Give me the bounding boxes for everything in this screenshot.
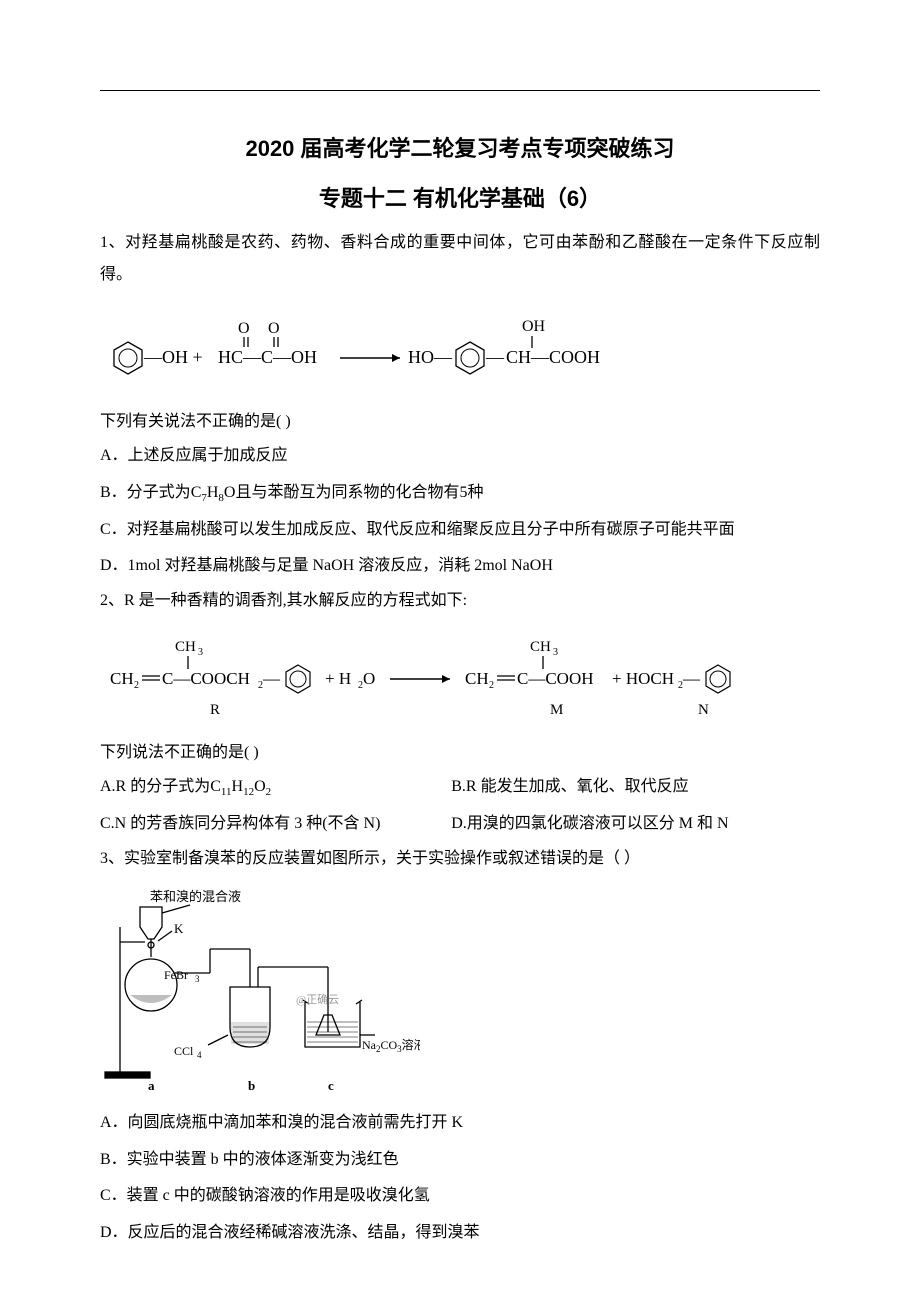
q2-intro: 2、R 是一种香精的调香剂,其水解反应的方程式如下: [100,585,820,617]
q1-option-b: B．分子式为C7H8O且与苯酚互为同系物的化合物有5种 [100,475,820,512]
svg-text:M: M [550,702,563,718]
q3-option-c: C．装置 c 中的碳酸钠溶液的作用是吸收溴化氢 [100,1178,820,1215]
svg-text:FeBr: FeBr [164,968,188,982]
svg-text:CCl: CCl [174,1044,194,1058]
q2-options-row2: C.N 的芳香族同分异构体有 3 种(不含 N) D.用溴的四氯化碳溶液可以区分… [100,806,820,843]
svg-text:—OH +: —OH + [143,347,203,367]
q2-option-a: A.R 的分子式为C11H12O2 [100,769,451,806]
q1-option-d: D．1mol 对羟基扁桃酸与足量 NaOH 溶液反应，消耗 2mol NaOH [100,548,820,585]
svg-text:O: O [268,320,280,337]
q1-intro: 1、对羟基扁桃酸是农药、药物、香料合成的重要中间体，它可由苯酚和乙醛酸在一定条件… [100,227,820,291]
q3-option-b: B．实验中装置 b 中的液体逐渐变为浅红色 [100,1142,820,1179]
q2-option-d: D.用溴的四氯化碳溶液可以区分 M 和 N [451,806,820,843]
svg-text:+ HOCH: + HOCH [612,669,674,688]
sub-title: 专题十二 有机化学基础（6） [100,181,820,213]
document-page: 2020 届高考化学二轮复习考点专项突破练习 专题十二 有机化学基础（6） 1、… [0,0,920,1312]
main-title: 2020 届高考化学二轮复习考点专项突破练习 [100,131,820,163]
svg-text:+ H: + H [325,669,351,688]
q1-option-c: C．对羟基扁桃酸可以发生加成反应、取代反应和缩聚反应且分子中所有碳原子可能共平面 [100,512,820,549]
q3-intro: 3、实验室制备溴苯的反应装置如图所示，关于实验操作或叙述错误的是（ ） [100,843,820,875]
svg-text:C—COOH: C—COOH [517,669,594,688]
svg-text:N: N [698,702,709,718]
svg-text:HO—: HO— [408,347,453,367]
q2-reaction-diagram: CH3 CH2 C—COOCH2— R + H2O CH3 C [100,629,820,729]
svg-text:—: — [485,347,505,367]
svg-text:C—COOCH: C—COOCH [162,669,250,688]
svg-text:c: c [328,1078,334,1093]
q3-apparatus-diagram: K 苯和溴的混合液 FeBr 3 [100,887,820,1097]
svg-text:3: 3 [553,647,558,658]
q1-prompt: 下列有关说法不正确的是( ) [100,406,820,438]
svg-text:3: 3 [198,647,203,658]
svg-text:—: — [682,669,701,688]
q2-option-b: B.R 能发生加成、氧化、取代反应 [451,769,820,806]
watermark: @正确云 [296,993,339,1006]
svg-text:2: 2 [134,680,139,691]
svg-text:O: O [238,320,250,337]
svg-text:R: R [210,702,220,718]
q3-option-d: D．反应后的混合液经稀碱溶液洗涤、结晶，得到溴苯 [100,1215,820,1252]
q3-option-a: A．向圆底烧瓶中滴加苯和溴的混合液前需先打开 K [100,1105,820,1142]
q2-prompt: 下列说法不正确的是( ) [100,737,820,769]
q1-option-a: A．上述反应属于加成反应 [100,438,820,475]
svg-text:CH: CH [465,669,489,688]
label-mixture: 苯和溴的混合液 [150,889,241,904]
q2-options-row1: A.R 的分子式为C11H12O2 B.R 能发生加成、氧化、取代反应 [100,769,820,806]
svg-text:Na2CO3溶液: Na2CO3溶液 [362,1037,420,1054]
svg-text:2: 2 [489,680,494,691]
svg-text:3: 3 [195,974,200,984]
top-rule [100,90,820,91]
svg-text:K: K [174,921,184,936]
svg-text:OH: OH [522,318,546,335]
q2-option-c: C.N 的芳香族同分异构体有 3 种(不含 N) [100,806,451,843]
svg-text:CH: CH [110,669,134,688]
svg-text:HC—C—OH: HC—C—OH [218,347,317,367]
svg-text:—: — [262,669,281,688]
svg-text:CH: CH [530,639,551,655]
q1-reaction-diagram: —OH + O O HC—C—OH HO— — OH [100,303,820,398]
svg-text:CH—COOH: CH—COOH [506,347,600,367]
svg-text:b: b [248,1078,255,1093]
svg-text:O: O [363,669,375,688]
svg-text:4: 4 [197,1050,202,1060]
svg-text:a: a [148,1078,155,1093]
svg-text:CH: CH [175,639,196,655]
